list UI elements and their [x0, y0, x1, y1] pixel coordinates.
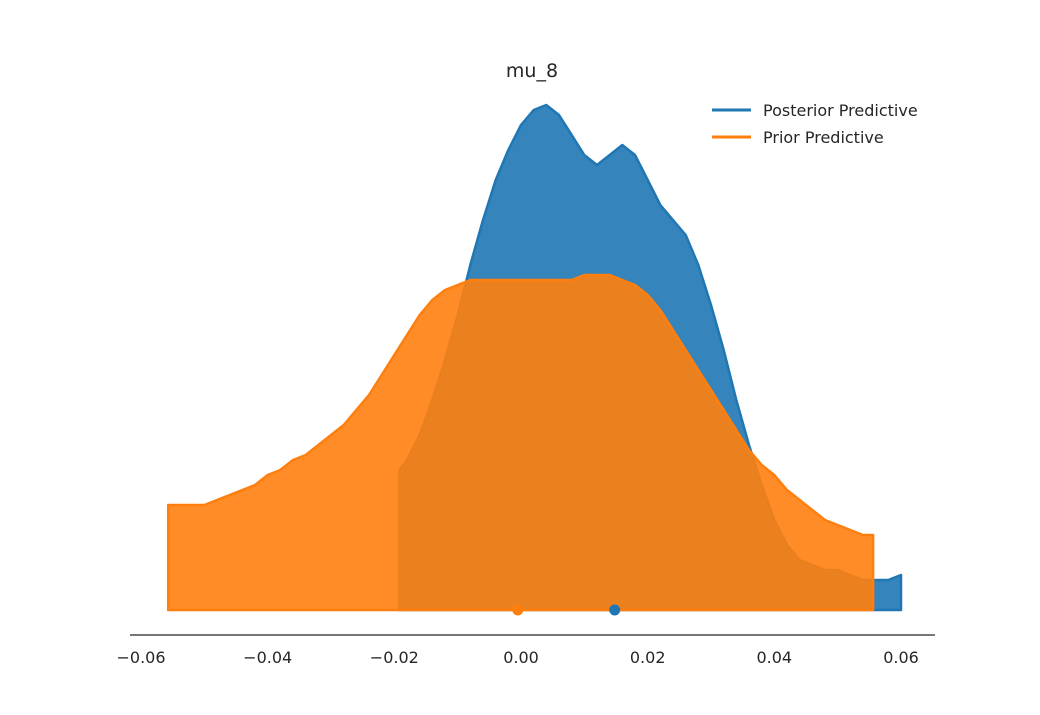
x-tick-label: −0.02 [370, 648, 419, 667]
x-tick-label: 0.00 [503, 648, 539, 667]
x-tick-label: 0.04 [756, 648, 792, 667]
density-area-prior [166, 273, 875, 612]
x-tick-label: 0.06 [883, 648, 919, 667]
density-areas [166, 103, 903, 612]
legend-label-prior: Prior Predictive [763, 128, 884, 147]
x-axis-ticks: −0.06 −0.04 −0.02 0.00 0.02 0.04 0.06 [116, 648, 918, 667]
point-marker-posterior [609, 604, 621, 616]
x-tick-label: −0.06 [116, 648, 165, 667]
legend-label-posterior: Posterior Predictive [763, 101, 918, 120]
legend: Posterior Predictive Prior Predictive [712, 101, 918, 147]
point-markers [512, 604, 621, 616]
x-tick-label: −0.04 [243, 648, 292, 667]
x-tick-label: 0.02 [630, 648, 666, 667]
point-marker-prior [512, 604, 524, 616]
chart-title: mu_8 [506, 60, 558, 82]
